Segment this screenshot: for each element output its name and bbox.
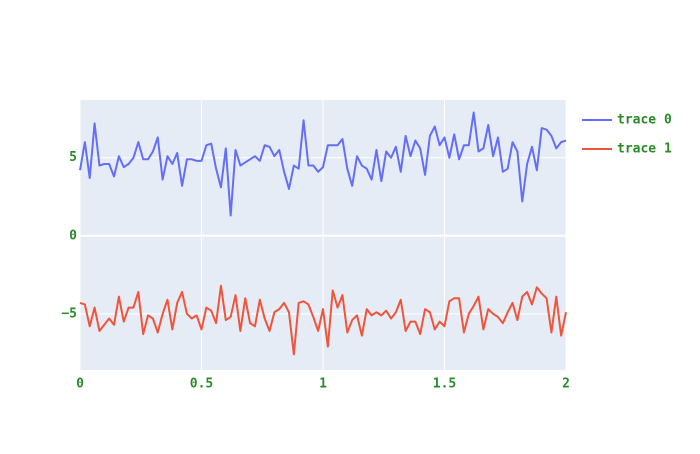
line-series <box>79 111 567 217</box>
line-series <box>79 284 567 356</box>
legend-label: trace 1 <box>617 142 672 157</box>
x-tick-label: 1.5 <box>433 377 456 392</box>
y-tick-label: 5 <box>69 150 77 165</box>
x-tick-label: 0.5 <box>190 377 213 392</box>
x-tick-label: 1 <box>319 377 327 392</box>
x-tick-label: 0 <box>76 377 84 392</box>
legend-label: trace 0 <box>617 113 672 128</box>
y-tick-label: −5 <box>61 306 77 321</box>
x-tick-label: 2 <box>562 377 570 392</box>
y-tick-label: 0 <box>69 228 77 243</box>
